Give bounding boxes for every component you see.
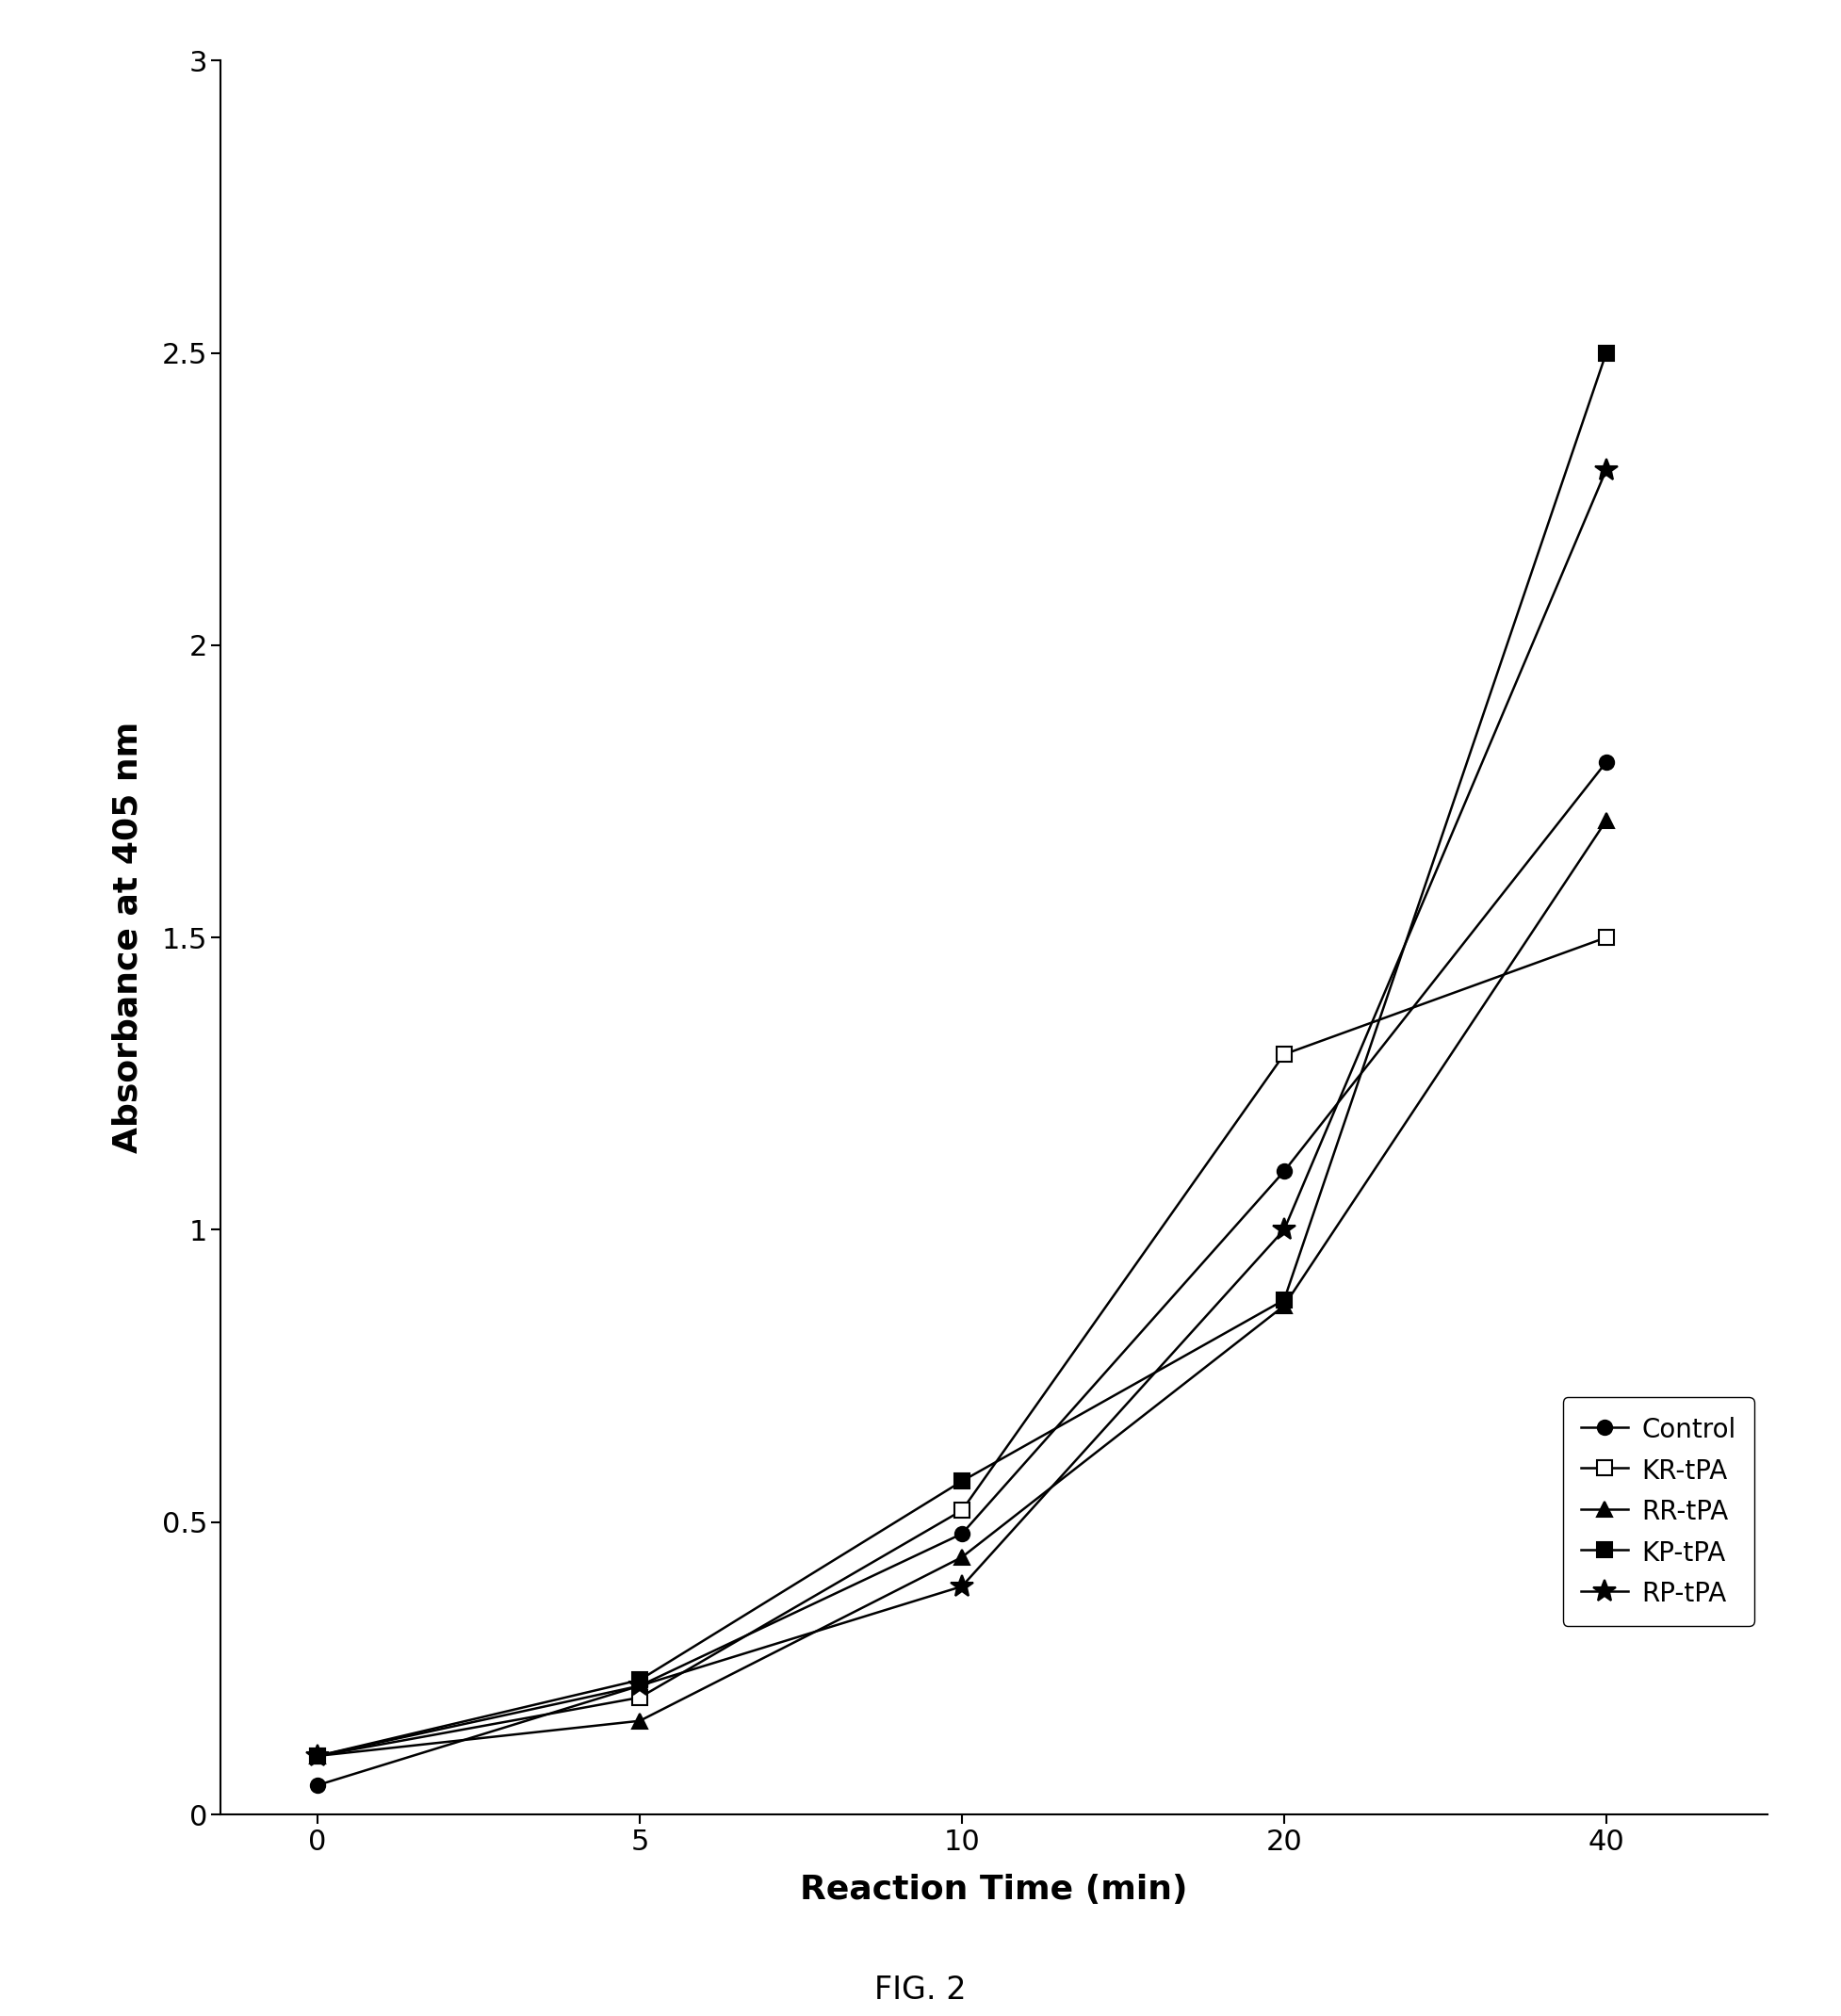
Line: Control: Control bbox=[311, 754, 1613, 1792]
Control bbox=[950, 1522, 972, 1546]
KR-tPA bbox=[1274, 1042, 1296, 1066]
RP-tPA bbox=[306, 1744, 330, 1768]
Line: KP-tPA: KP-tPA bbox=[311, 345, 1613, 1764]
Legend: Control, KR-tPA, RR-tPA, KP-tPA, RP-tPA: Control, KR-tPA, RR-tPA, KP-tPA, RP-tPA bbox=[1563, 1397, 1754, 1627]
KP-tPA bbox=[950, 1470, 972, 1494]
X-axis label: Reaction Time (min): Reaction Time (min) bbox=[801, 1873, 1187, 1905]
KR-tPA bbox=[1594, 925, 1618, 950]
RR-tPA bbox=[1594, 808, 1618, 833]
Text: FIG. 2: FIG. 2 bbox=[874, 1976, 967, 2006]
RR-tPA bbox=[628, 1710, 652, 1734]
KP-tPA bbox=[628, 1667, 652, 1691]
KP-tPA bbox=[1594, 341, 1618, 365]
RP-tPA bbox=[1274, 1218, 1296, 1242]
Control bbox=[1594, 750, 1618, 774]
RR-tPA bbox=[306, 1744, 330, 1768]
KR-tPA bbox=[306, 1744, 330, 1768]
Line: RP-tPA: RP-tPA bbox=[306, 458, 1618, 1768]
RR-tPA bbox=[1274, 1294, 1296, 1318]
Control bbox=[306, 1774, 330, 1798]
RP-tPA bbox=[1594, 458, 1618, 482]
KR-tPA bbox=[628, 1685, 652, 1710]
RR-tPA bbox=[950, 1544, 972, 1568]
KP-tPA bbox=[306, 1744, 330, 1768]
KP-tPA bbox=[1274, 1288, 1296, 1312]
KR-tPA bbox=[950, 1498, 972, 1522]
Control bbox=[1274, 1159, 1296, 1183]
Line: KR-tPA: KR-tPA bbox=[311, 929, 1613, 1764]
RP-tPA bbox=[950, 1574, 972, 1599]
RP-tPA bbox=[628, 1673, 652, 1697]
Y-axis label: Absorbance at 405 nm: Absorbance at 405 nm bbox=[110, 722, 144, 1153]
Line: RR-tPA: RR-tPA bbox=[311, 812, 1613, 1764]
Control bbox=[628, 1673, 652, 1697]
